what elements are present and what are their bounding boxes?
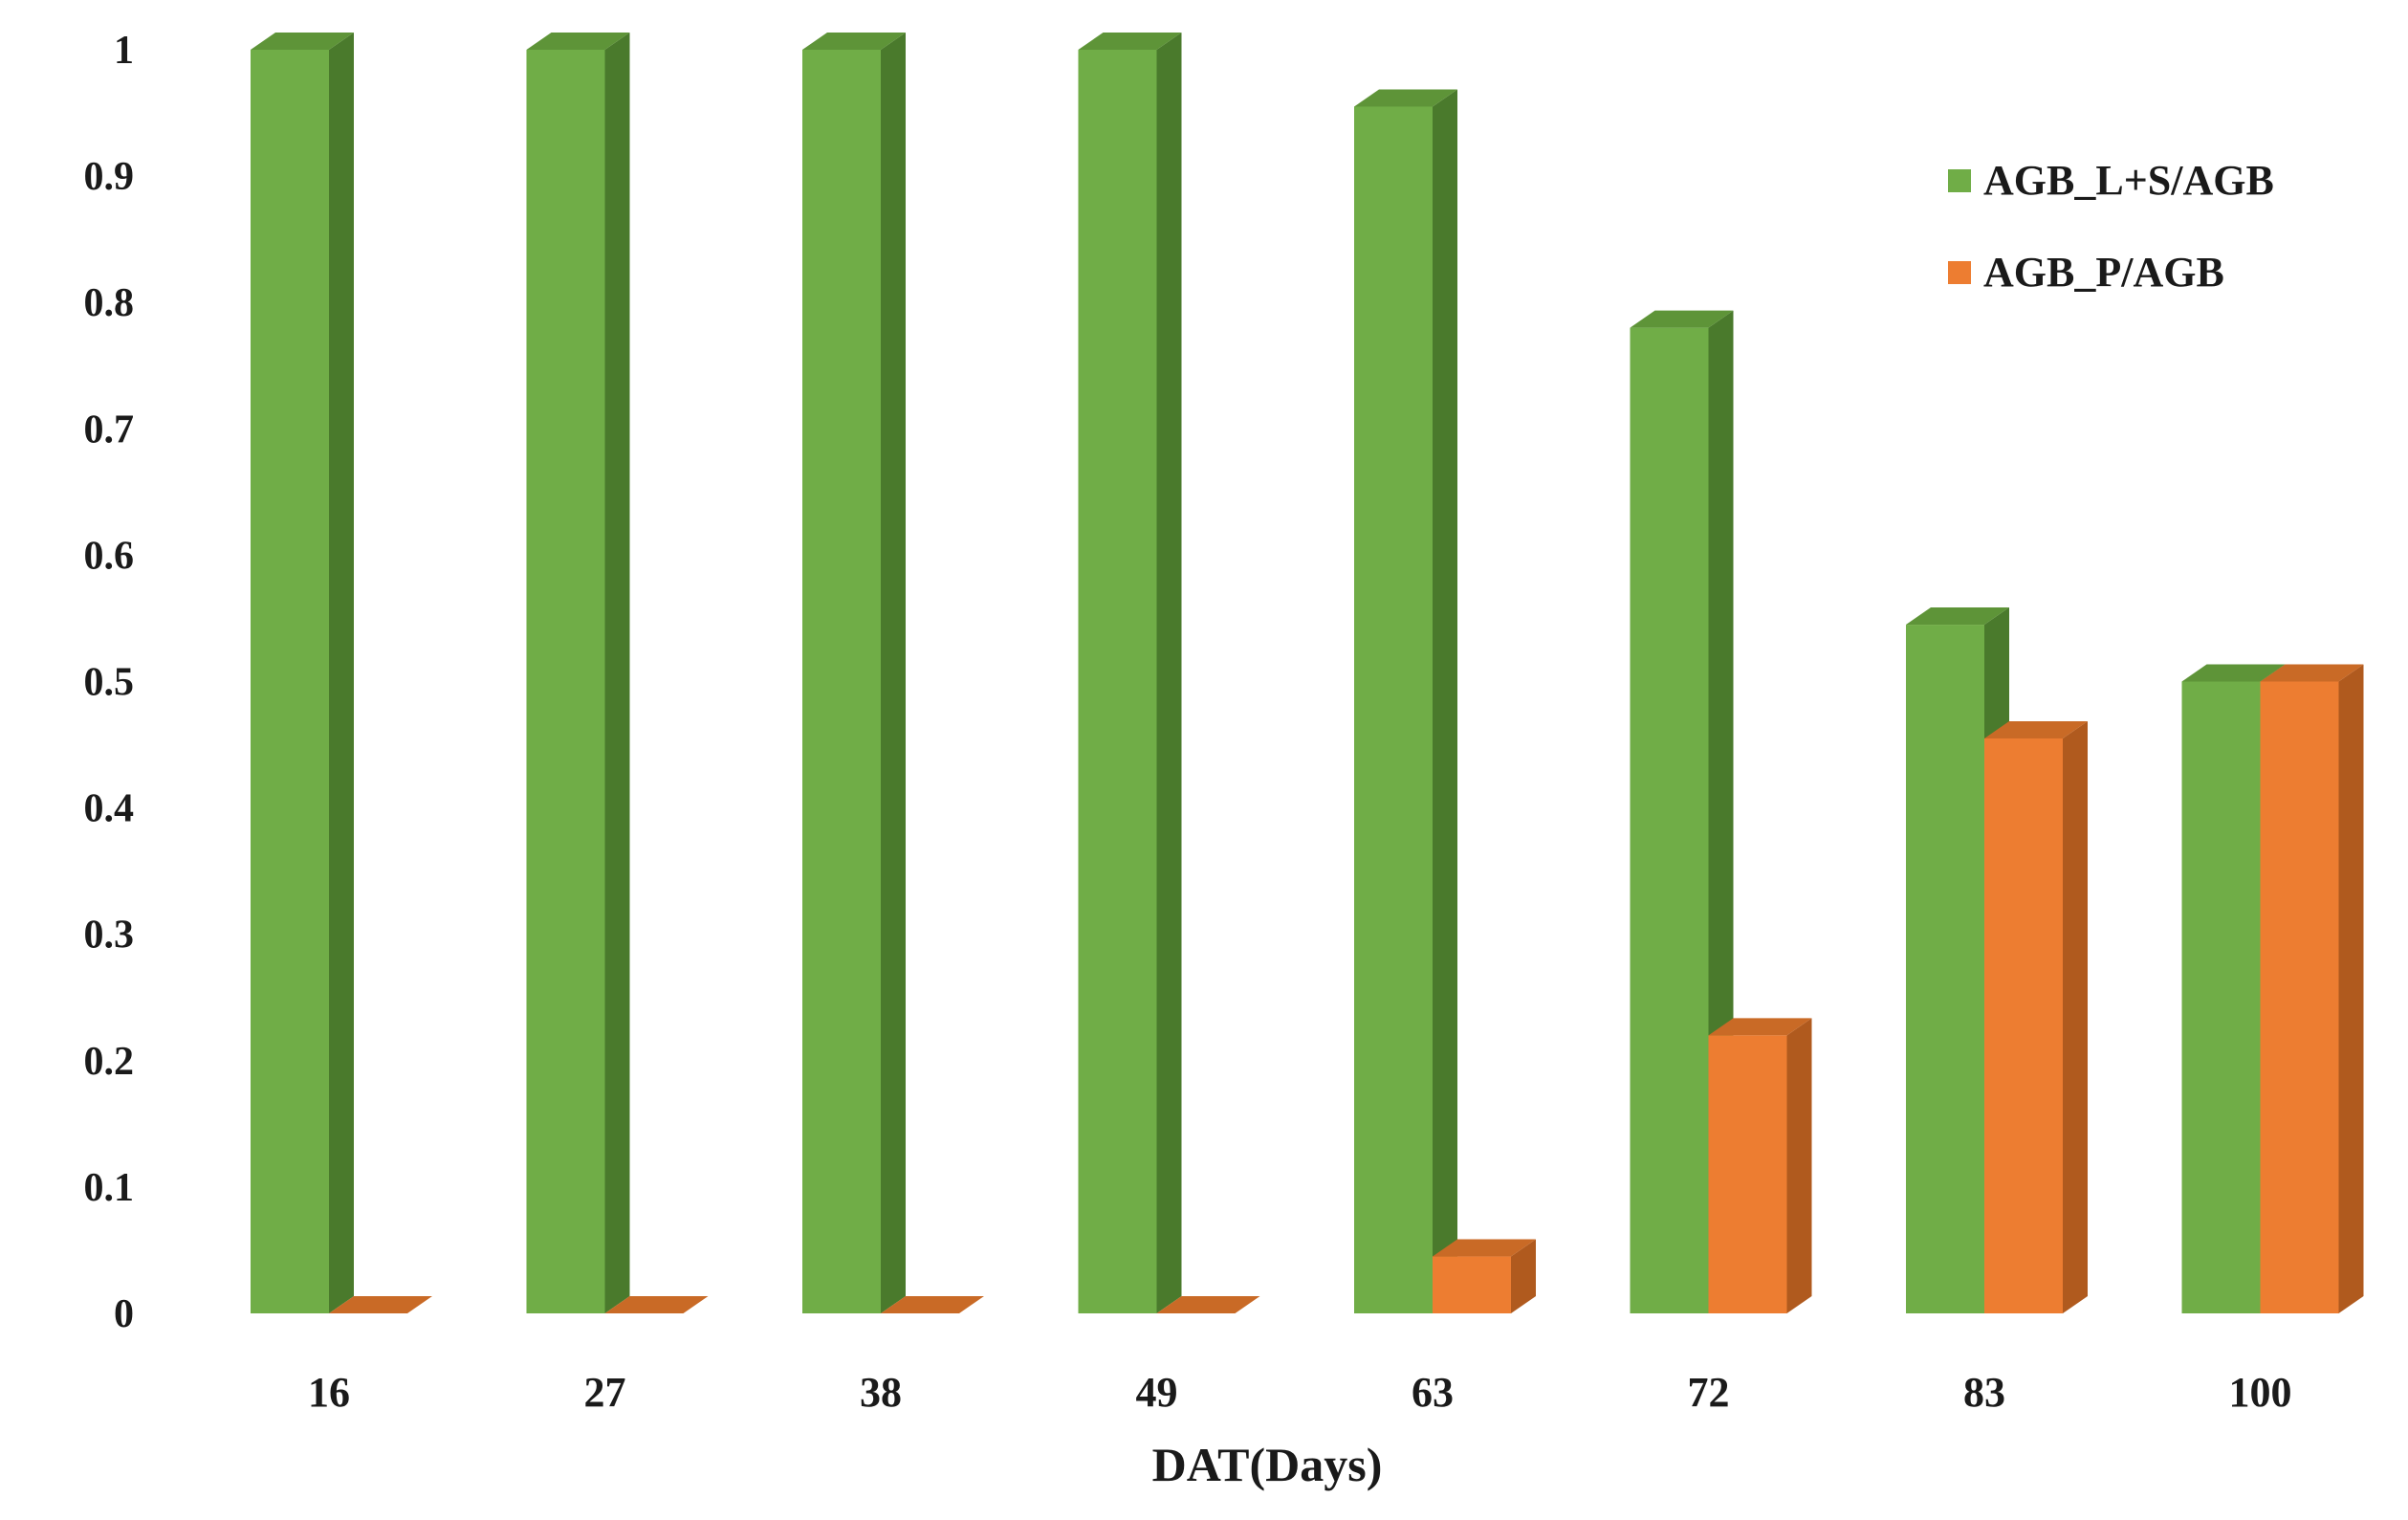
x-tick-label: 72	[1688, 1369, 1730, 1416]
bar-side-face	[1511, 1239, 1536, 1313]
bar-top-face	[1984, 720, 2088, 738]
bar-front-face	[2260, 681, 2339, 1313]
bar-top-face	[1354, 89, 1457, 107]
bar-agb-ls-49	[1078, 33, 1182, 1313]
bar-top-face	[1906, 607, 2009, 626]
bar-side-face	[1786, 1018, 1812, 1313]
y-tick-label: 0.1	[84, 1166, 135, 1210]
x-tick-label: 38	[860, 1369, 902, 1416]
legend-label-series-1: AGB_L+S/AGB	[1983, 157, 2274, 204]
bar-side-face	[2063, 720, 2088, 1313]
bar-top-face	[2260, 664, 2364, 682]
bar-top-face	[2181, 664, 2286, 682]
bar-top-face	[526, 33, 630, 50]
bar-front-face	[1906, 625, 1984, 1313]
x-axis-ticks: 16 27 38 49 63 72 83 100	[308, 1369, 2292, 1416]
bar-side-face	[329, 33, 354, 1313]
y-tick-label: 1	[114, 29, 134, 73]
bar-top-face	[802, 33, 906, 50]
bars-layer	[251, 33, 2364, 1314]
bar-side-face	[881, 33, 906, 1313]
legend-label-series-2: AGB_P/AGB	[1983, 249, 2224, 296]
bar-agb-p-63	[1433, 1239, 1536, 1313]
legend-swatch-series-1	[1948, 169, 1971, 192]
x-tick-label: 49	[1136, 1369, 1178, 1416]
bar-top-face	[1078, 33, 1182, 50]
y-tick-label: 0.9	[84, 155, 135, 199]
bar-agb-p-38	[881, 1296, 984, 1313]
bar-agb-p-72	[1708, 1018, 1812, 1313]
bar-top-face	[1433, 1239, 1536, 1257]
bar-top-face	[1708, 1018, 1812, 1036]
y-axis-ticks: 0 0.1 0.2 0.3 0.4 0.5 0.6 0.7 0.8 0.9 1	[84, 29, 135, 1336]
legend: AGB_L+S/AGB AGB_P/AGB	[1948, 157, 2274, 296]
bar-front-face	[2181, 681, 2261, 1313]
y-tick-label: 0.8	[84, 281, 135, 325]
bar-agb-ls-27	[526, 33, 630, 1313]
y-tick-label: 0.2	[84, 1040, 135, 1084]
legend-swatch-series-2	[1948, 261, 1971, 284]
bar-front-face	[1630, 327, 1709, 1313]
bar-side-face	[2338, 664, 2364, 1313]
bar-agb-p-100	[2260, 664, 2364, 1313]
bar-front-face	[526, 50, 605, 1313]
bar-top-face	[1630, 310, 1734, 328]
bar-top-face	[329, 1296, 432, 1313]
bar-side-face	[1156, 33, 1182, 1313]
y-tick-label: 0.6	[84, 534, 135, 578]
bar-side-face	[604, 33, 630, 1313]
y-tick-label: 0	[114, 1292, 134, 1336]
bar-front-face	[1078, 50, 1157, 1313]
bar-agb-p-16	[329, 1296, 432, 1313]
y-tick-label: 0.5	[84, 661, 135, 705]
bar-side-face	[1433, 89, 1457, 1314]
bar-front-face	[251, 50, 329, 1313]
bar-top-face	[1156, 1296, 1260, 1313]
x-tick-label: 83	[1963, 1369, 2005, 1416]
x-tick-label: 27	[584, 1369, 626, 1416]
bar-agb-p-49	[1156, 1296, 1260, 1313]
x-tick-label: 100	[2229, 1369, 2292, 1416]
x-tick-label: 16	[308, 1369, 350, 1416]
bar-top-face	[251, 33, 354, 50]
y-tick-label: 0.7	[84, 408, 135, 452]
bar-agb-p-27	[604, 1296, 709, 1313]
bar-agb-ls-38	[802, 33, 906, 1313]
bar-agb-ls-63	[1354, 89, 1457, 1314]
bar-front-face	[1708, 1035, 1787, 1313]
x-tick-label: 63	[1412, 1369, 1454, 1416]
bar-agb-ls-16	[251, 33, 354, 1313]
bar-front-face	[1984, 738, 2063, 1313]
bar-front-face	[1433, 1256, 1511, 1313]
y-tick-label: 0.4	[84, 787, 135, 831]
bar-agb-p-83	[1984, 720, 2088, 1313]
x-axis-title: DAT(Days)	[1152, 1438, 1383, 1491]
bar-top-face	[881, 1296, 984, 1313]
bar-front-face	[802, 50, 881, 1313]
y-tick-label: 0.3	[84, 914, 135, 958]
bar-front-face	[1354, 106, 1433, 1314]
bar-top-face	[604, 1296, 709, 1313]
